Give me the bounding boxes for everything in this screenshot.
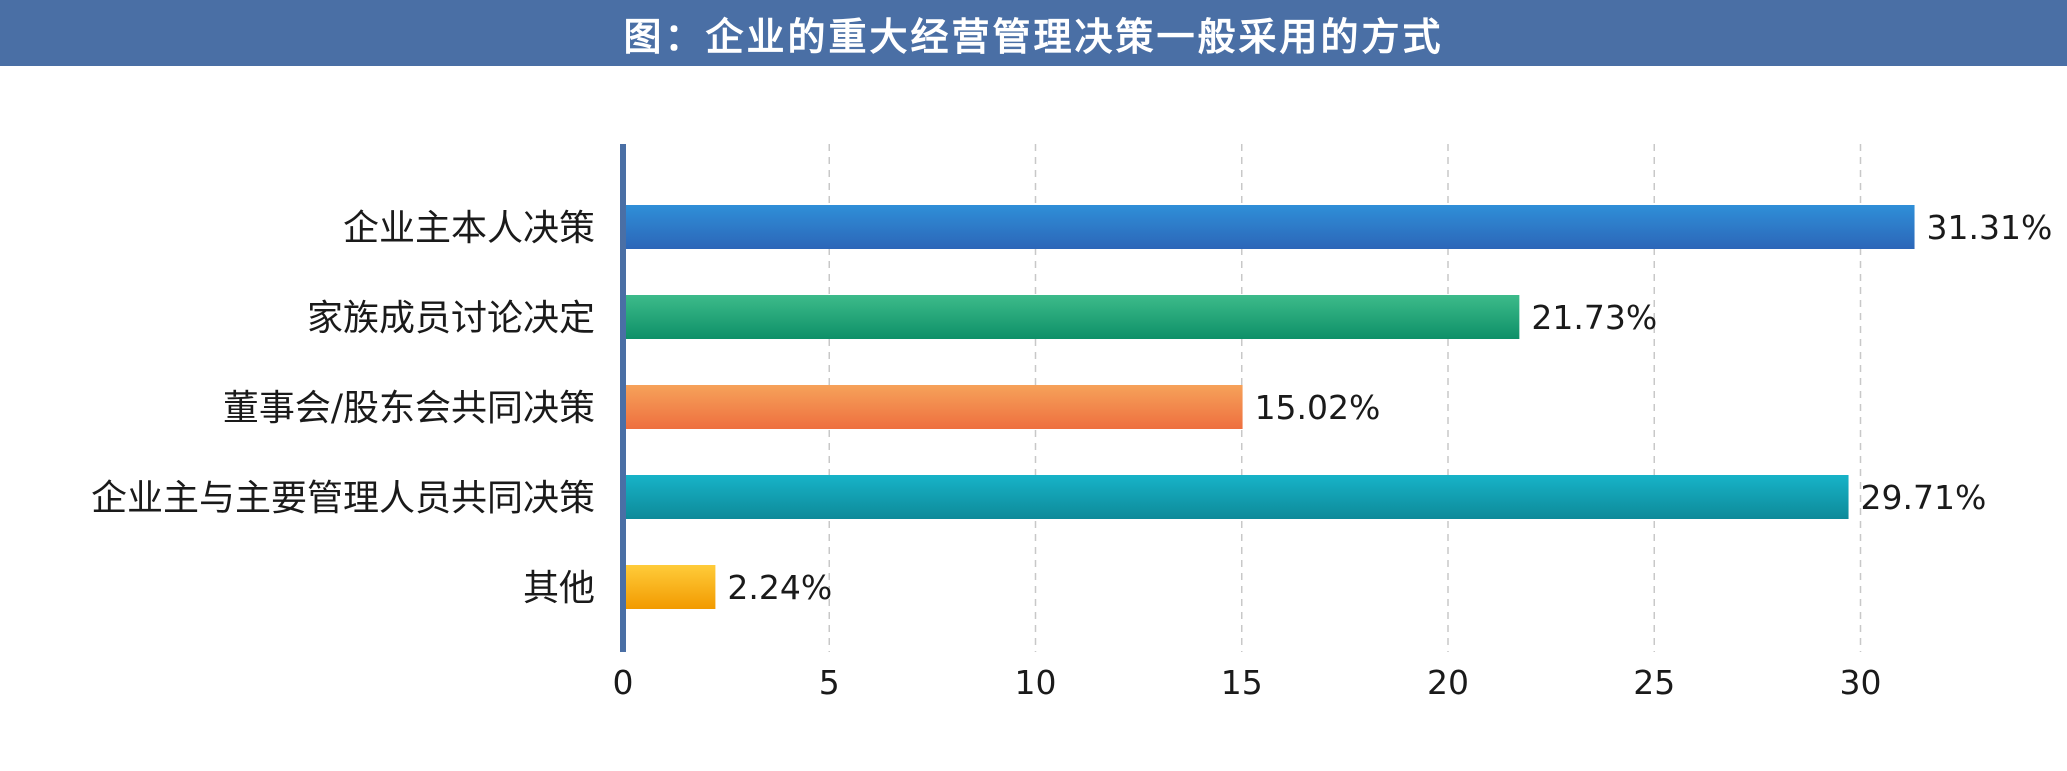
bar xyxy=(623,385,1243,429)
category-label: 董事会/股东会共同决策 xyxy=(223,388,595,429)
value-label: 29.71% xyxy=(1861,478,1987,517)
value-label: 21.73% xyxy=(1531,298,1657,337)
bar xyxy=(623,565,716,609)
x-tick-label: 0 xyxy=(613,663,634,702)
x-tick-label: 15 xyxy=(1221,663,1263,702)
category-label: 家族成员讨论决定 xyxy=(307,298,595,339)
category-label: 企业主与主要管理人员共同决策 xyxy=(91,478,595,519)
chart-title: 图：企业的重大经营管理决策一般采用的方式 xyxy=(623,13,1444,59)
bar xyxy=(623,295,1520,339)
x-tick-label: 5 xyxy=(819,663,840,702)
bars xyxy=(623,205,1915,609)
bar xyxy=(623,475,1849,519)
x-tick-label: 20 xyxy=(1427,663,1469,702)
value-label: 31.31% xyxy=(1927,208,2053,247)
x-tick-label: 30 xyxy=(1840,663,1882,702)
title-bar: 图：企业的重大经营管理决策一般采用的方式 xyxy=(0,0,2067,66)
x-tick-label: 25 xyxy=(1633,663,1675,702)
value-label: 15.02% xyxy=(1255,388,1381,427)
category-label: 其他 xyxy=(523,568,595,609)
value-label: 2.24% xyxy=(727,568,832,607)
labels: 0 5 10 15 20 25 30 企业主本人决策 31.31% 家族成员讨论决定 21.73% 董… xyxy=(91,208,2052,702)
category-label: 企业主本人决策 xyxy=(343,208,595,249)
x-tick-label: 10 xyxy=(1015,663,1057,702)
bar xyxy=(623,205,1915,249)
